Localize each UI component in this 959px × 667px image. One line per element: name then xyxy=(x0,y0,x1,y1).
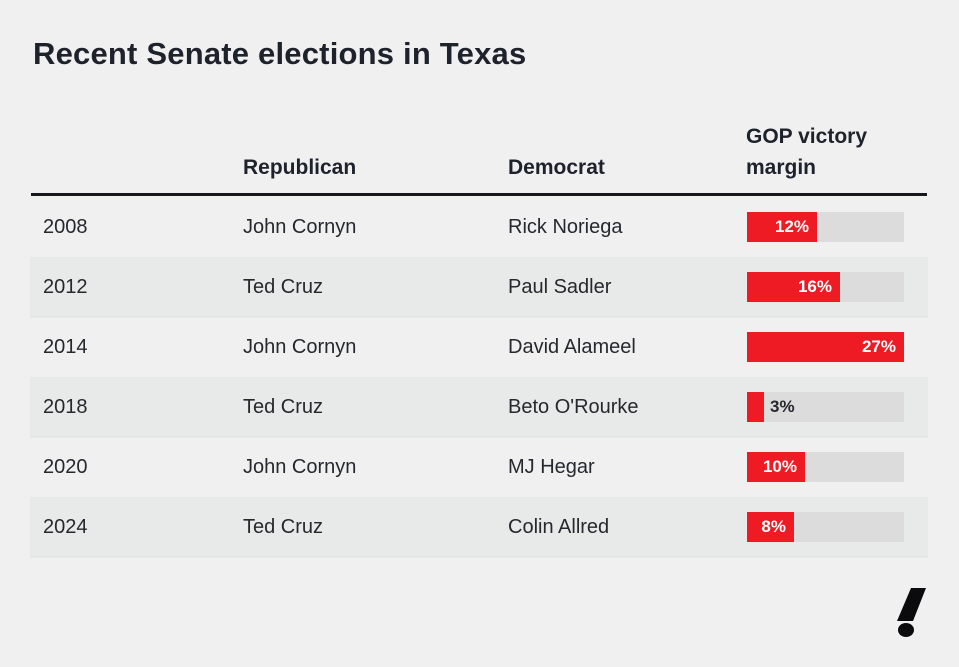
column-header-republican: Republican xyxy=(243,156,357,179)
republican-cell: Ted Cruz xyxy=(243,497,323,557)
democrat-cell: Colin Allred xyxy=(508,497,609,557)
republican-cell: John Cornyn xyxy=(243,197,356,257)
margin-bar-track: 16% xyxy=(747,272,904,302)
axios-exclamation-logo xyxy=(897,588,926,637)
margin-bar-fill: 16% xyxy=(747,272,840,302)
table-row: 2012 Ted Cruz Paul Sadler 16% xyxy=(0,257,959,317)
year-label: 2020 xyxy=(43,455,88,478)
republican-cell: John Cornyn xyxy=(243,317,356,377)
republican-name: John Cornyn xyxy=(243,215,357,238)
republican-name: Ted Cruz xyxy=(243,515,324,538)
republican-cell: Ted Cruz xyxy=(243,257,323,317)
year-cell: 2024 xyxy=(43,497,88,557)
table-row: 2008 John Cornyn Rick Noriega 12% xyxy=(0,197,959,257)
margin-bar-label: 8% xyxy=(761,517,786,536)
republican-name: John Cornyn xyxy=(243,455,357,478)
republican-name: John Cornyn xyxy=(243,335,357,358)
margin-bar-fill xyxy=(747,392,764,422)
margin-bar-label: 10% xyxy=(762,457,797,476)
column-header-democrat: Democrat xyxy=(508,156,605,179)
republican-cell: Ted Cruz xyxy=(243,377,323,437)
table-body: 2008 John Cornyn Rick Noriega 12% 2012 T… xyxy=(0,197,959,557)
table-row: 2020 John Cornyn MJ Hegar 10% xyxy=(0,437,959,497)
democrat-cell: Rick Noriega xyxy=(508,197,622,257)
logo-bar xyxy=(897,588,926,621)
democrat-name: Colin Allred xyxy=(508,515,610,538)
table-row: 2014 John Cornyn David Alameel 27% xyxy=(0,317,959,377)
democrat-cell: Paul Sadler xyxy=(508,257,611,317)
democrat-cell: Beto O'Rourke xyxy=(508,377,639,437)
year-cell: 2020 xyxy=(43,437,88,497)
margin-bar-label: 16% xyxy=(797,277,832,296)
margin-bar-track: 12% xyxy=(747,212,904,242)
year-label: 2014 xyxy=(43,335,88,358)
table-row: 2024 Ted Cruz Colin Allred 8% xyxy=(0,497,959,557)
margin-bar-label: 12% xyxy=(774,217,809,236)
republican-cell: John Cornyn xyxy=(243,437,356,497)
margin-bar-track: 27% xyxy=(747,332,904,362)
democrat-name: MJ Hegar xyxy=(508,455,595,478)
page-title: Recent Senate elections in Texas xyxy=(33,36,527,71)
year-label: 2012 xyxy=(43,275,88,298)
year-cell: 2012 xyxy=(43,257,88,317)
margin-bar-label: 3% xyxy=(770,397,795,416)
republican-name: Ted Cruz xyxy=(243,395,324,418)
year-label: 2008 xyxy=(43,215,88,238)
democrat-cell: MJ Hegar xyxy=(508,437,595,497)
margin-bar-fill: 8% xyxy=(747,512,794,542)
margin-bar-fill: 27% xyxy=(747,332,904,362)
year-cell: 2008 xyxy=(43,197,88,257)
democrat-name: Rick Noriega xyxy=(508,215,623,238)
logo-dot xyxy=(898,623,914,637)
table-header-rule xyxy=(31,193,927,196)
margin-bar-label: 27% xyxy=(861,337,896,356)
margin-bar-track: 10% xyxy=(747,452,904,482)
democrat-cell: David Alameel xyxy=(508,317,636,377)
year-cell: 2018 xyxy=(43,377,88,437)
margin-bar-fill: 12% xyxy=(747,212,817,242)
year-cell: 2014 xyxy=(43,317,88,377)
year-label: 2018 xyxy=(43,395,88,418)
republican-name: Ted Cruz xyxy=(243,275,324,298)
democrat-name: Beto O'Rourke xyxy=(508,395,639,418)
democrat-name: Paul Sadler xyxy=(508,275,612,298)
democrat-name: David Alameel xyxy=(508,335,636,358)
margin-bar-track: 8% xyxy=(747,512,904,542)
table-row: 2018 Ted Cruz Beto O'Rourke 3% xyxy=(0,377,959,437)
column-header-gop-victory-margin: GOP victory margin xyxy=(746,125,867,179)
margin-bar-fill: 10% xyxy=(747,452,805,482)
year-label: 2024 xyxy=(43,515,88,538)
margin-bar-track: 3% xyxy=(747,392,904,422)
